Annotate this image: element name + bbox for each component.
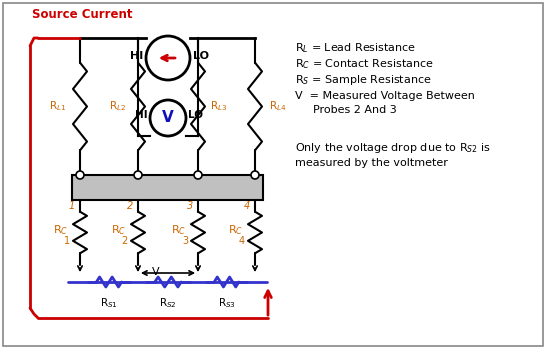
Circle shape — [150, 100, 186, 136]
Text: 3: 3 — [182, 237, 188, 246]
Circle shape — [134, 171, 142, 179]
Text: 2: 2 — [127, 201, 133, 211]
Text: R$_C$: R$_C$ — [53, 224, 68, 237]
Text: Source Current: Source Current — [32, 7, 132, 21]
Text: R$_C$: R$_C$ — [228, 224, 243, 237]
Text: LO: LO — [188, 110, 203, 120]
Circle shape — [76, 171, 84, 179]
Text: measured by the voltmeter: measured by the voltmeter — [295, 158, 448, 168]
Text: R$_{L3}$: R$_{L3}$ — [210, 99, 228, 113]
Text: R$_{S2}$: R$_{S2}$ — [159, 296, 177, 310]
Text: V: V — [152, 267, 160, 277]
Text: HI: HI — [130, 51, 143, 61]
Text: R$_{L4}$: R$_{L4}$ — [269, 99, 287, 113]
Text: R$_{S3}$: R$_{S3}$ — [218, 296, 236, 310]
Text: V  = Measured Voltage Between: V = Measured Voltage Between — [295, 91, 475, 101]
Text: 4: 4 — [239, 237, 245, 246]
Text: R$_{S1}$: R$_{S1}$ — [100, 296, 118, 310]
Text: 2: 2 — [122, 237, 128, 246]
Circle shape — [251, 171, 259, 179]
Text: R$_{L2}$: R$_{L2}$ — [109, 99, 126, 113]
Circle shape — [194, 171, 202, 179]
Text: R$_C$: R$_C$ — [111, 224, 126, 237]
Text: LO: LO — [193, 51, 209, 61]
Text: V: V — [162, 111, 174, 126]
Text: R$_C$: R$_C$ — [171, 224, 186, 237]
Text: R$_C$ = Contact Resistance: R$_C$ = Contact Resistance — [295, 57, 434, 71]
Text: 1: 1 — [64, 237, 70, 246]
Bar — [72, 175, 263, 200]
Text: HI: HI — [135, 110, 148, 120]
Text: 1: 1 — [69, 201, 75, 211]
Text: R$_S$ = Sample Resistance: R$_S$ = Sample Resistance — [295, 73, 432, 87]
Text: Only the voltage drop due to R$_{S2}$ is: Only the voltage drop due to R$_{S2}$ is — [295, 141, 491, 155]
Text: 4: 4 — [244, 201, 250, 211]
Text: 3: 3 — [187, 201, 193, 211]
Text: Probes 2 And 3: Probes 2 And 3 — [313, 105, 397, 115]
Text: R$_{L1}$: R$_{L1}$ — [49, 99, 66, 113]
Text: R$_L$ = Lead Resistance: R$_L$ = Lead Resistance — [295, 41, 416, 55]
